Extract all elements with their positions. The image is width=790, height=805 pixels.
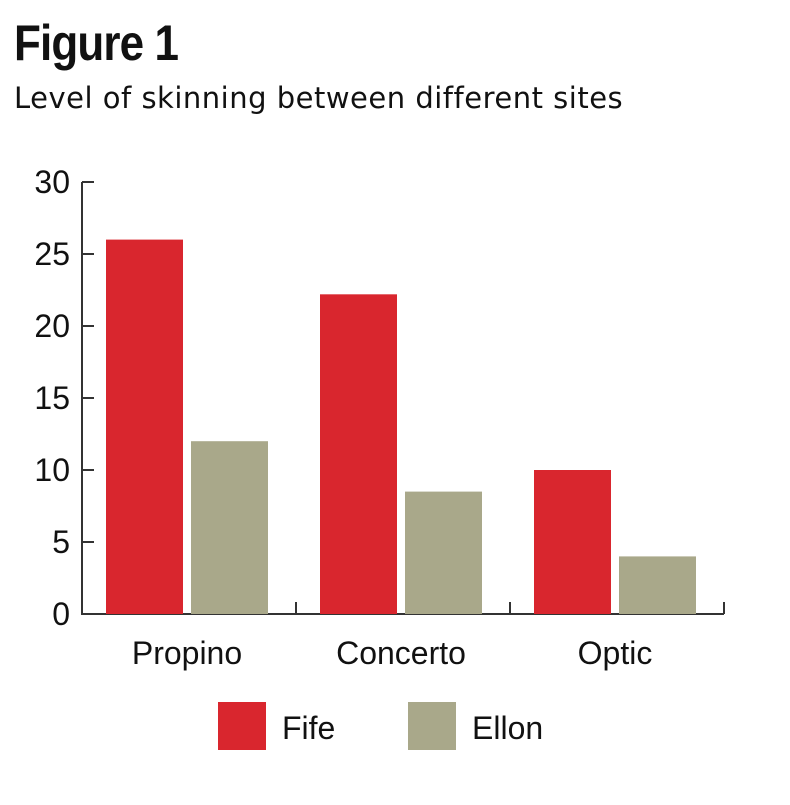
bars [106, 239, 696, 614]
chart-subtitle: Level of skinning between different site… [14, 81, 624, 115]
chart-title: Figure 1 [14, 15, 179, 71]
y-tick-label: 25 [34, 236, 70, 272]
y-tick-label: 10 [34, 452, 70, 488]
x-category-label: Optic [578, 635, 653, 671]
x-category-label: Propino [132, 635, 242, 671]
y-tick-label: 0 [52, 596, 70, 632]
legend: Fife Ellon [218, 702, 543, 750]
x-category-labels: Propino Concerto Optic [132, 635, 652, 671]
bar-fife-concerto [320, 294, 397, 614]
legend-label-ellon: Ellon [472, 710, 543, 746]
y-tick-label: 20 [34, 308, 70, 344]
bar-ellon-concerto [405, 491, 482, 614]
y-tick-label: 5 [52, 524, 70, 560]
legend-label-fife: Fife [282, 710, 335, 746]
bar-ellon-propino [191, 441, 268, 614]
legend-swatch-fife [218, 702, 266, 750]
bar-fife-propino [106, 239, 183, 614]
bar-fife-optic [534, 470, 611, 614]
y-tick-labels: 0 5 10 15 20 25 30 [34, 164, 70, 632]
y-tick-label: 30 [34, 164, 70, 200]
x-category-label: Concerto [336, 635, 466, 671]
bar-ellon-optic [619, 556, 696, 614]
legend-swatch-ellon [408, 702, 456, 750]
axes [81, 181, 725, 615]
y-tick-label: 15 [34, 380, 70, 416]
